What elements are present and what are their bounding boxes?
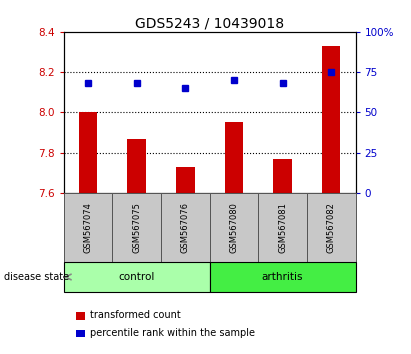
Text: percentile rank within the sample: percentile rank within the sample <box>90 328 255 338</box>
Bar <box>307 193 356 262</box>
Text: arthritis: arthritis <box>262 272 303 282</box>
Bar <box>176 167 194 193</box>
Bar <box>273 159 292 193</box>
Bar <box>127 138 146 193</box>
Bar <box>210 262 356 292</box>
Bar <box>64 193 112 262</box>
Text: GSM567081: GSM567081 <box>278 202 287 253</box>
Bar <box>79 113 97 193</box>
Text: disease state: disease state <box>4 272 69 282</box>
Text: control: control <box>118 272 155 282</box>
Bar <box>322 46 340 193</box>
Text: GSM567075: GSM567075 <box>132 202 141 253</box>
Bar <box>210 193 258 262</box>
Title: GDS5243 / 10439018: GDS5243 / 10439018 <box>135 17 284 31</box>
Bar <box>64 262 210 292</box>
Bar <box>258 193 307 262</box>
Text: GSM567076: GSM567076 <box>181 202 190 253</box>
Bar <box>225 122 243 193</box>
Text: transformed count: transformed count <box>90 310 181 320</box>
Bar <box>112 193 161 262</box>
Text: GSM567082: GSM567082 <box>327 202 336 253</box>
Text: GSM567074: GSM567074 <box>83 202 92 253</box>
Text: GSM567080: GSM567080 <box>229 202 238 253</box>
Bar <box>161 193 210 262</box>
